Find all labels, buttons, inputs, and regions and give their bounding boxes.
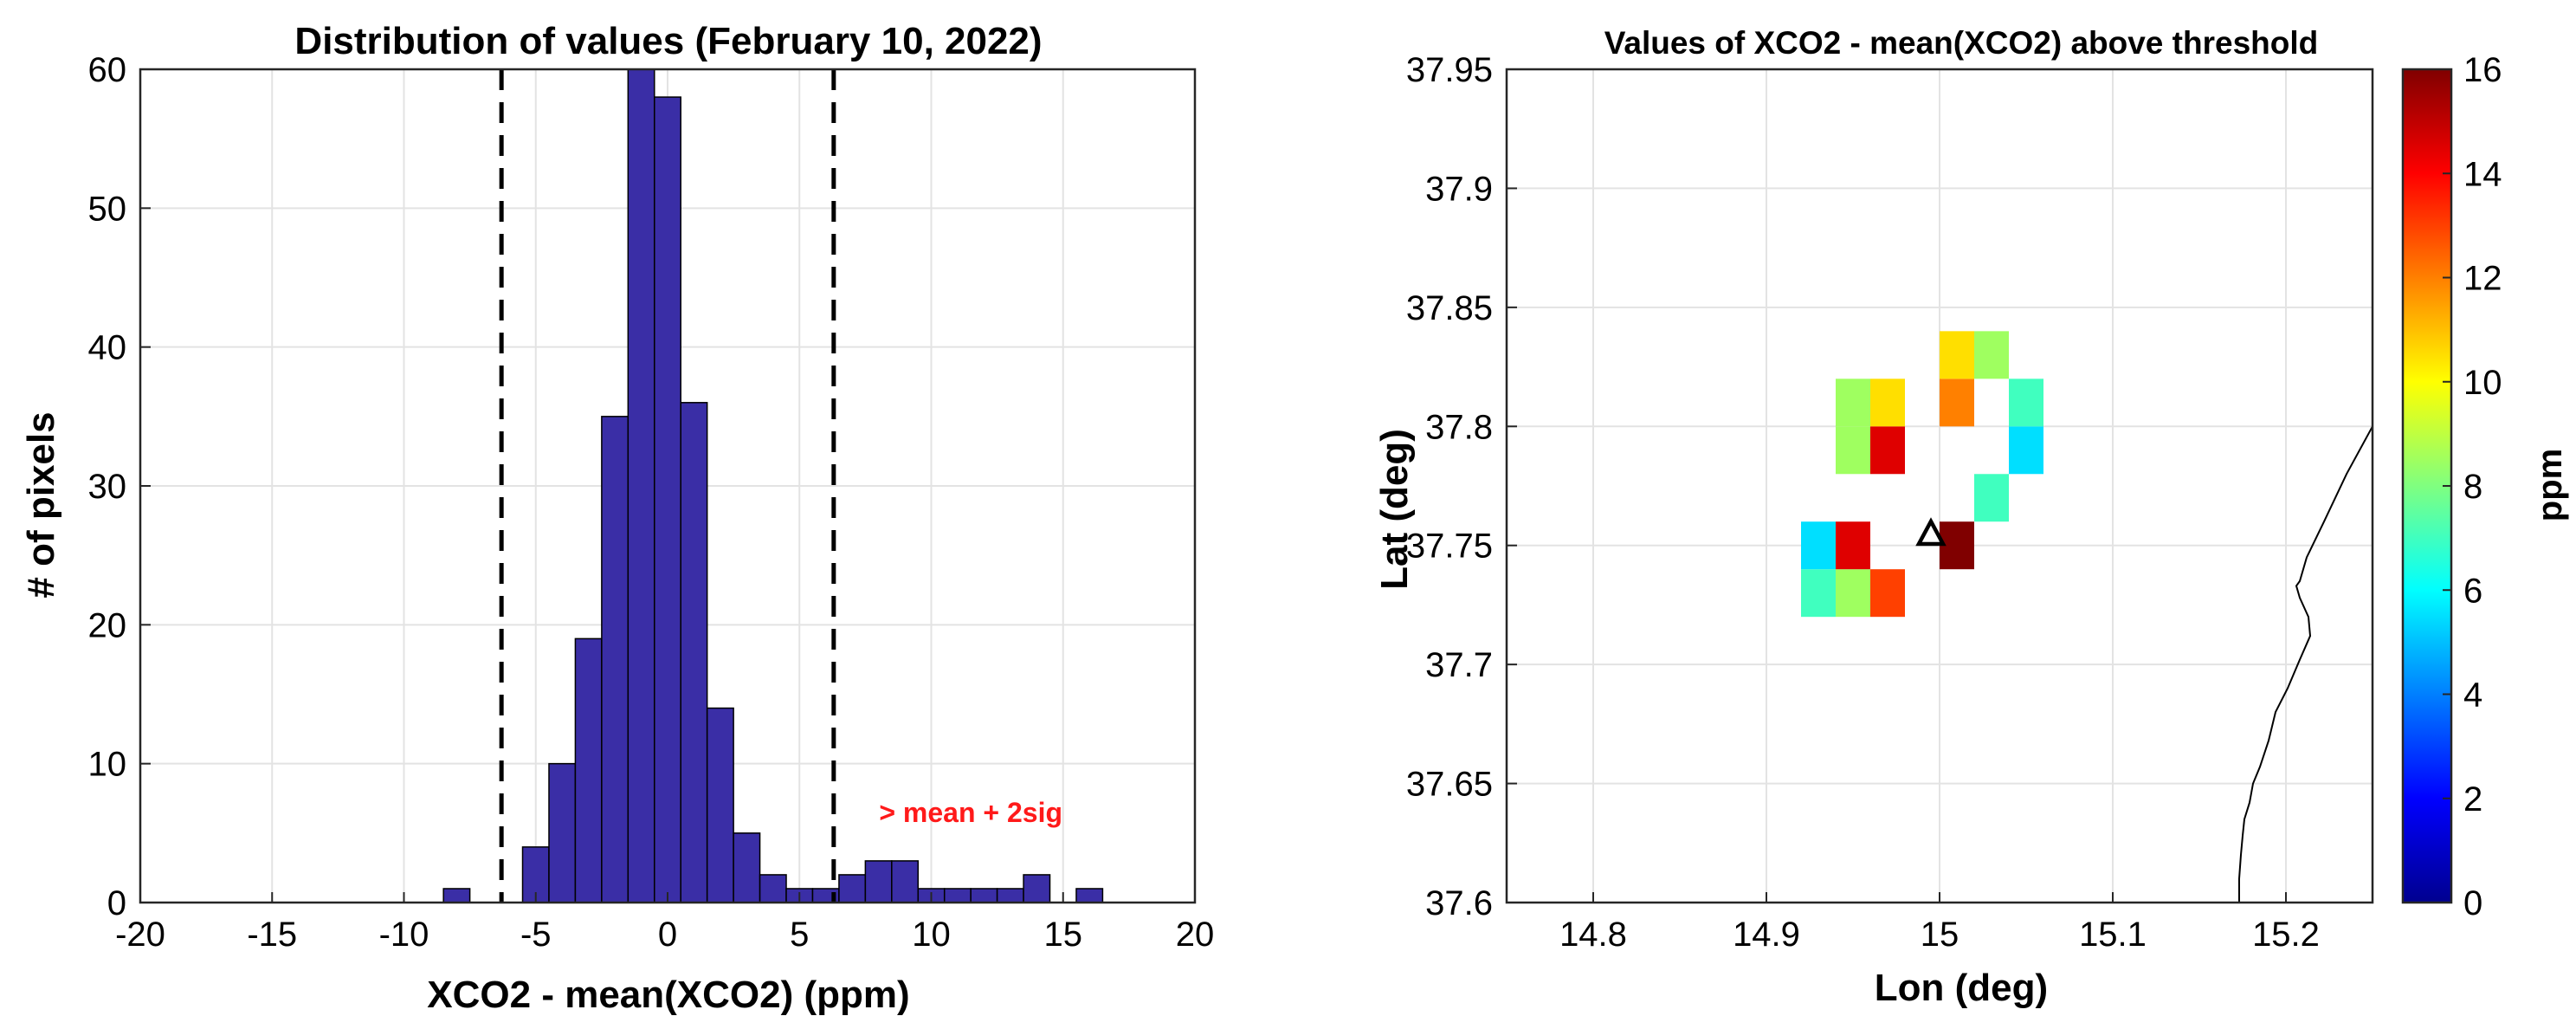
- x-tick-label: 10: [912, 916, 951, 954]
- colorbar-label: ppm: [2531, 449, 2569, 521]
- histogram-bar: [1023, 874, 1051, 903]
- colorbar-tick-label: 10: [2463, 364, 2502, 402]
- histogram-bar: [943, 888, 972, 903]
- map-cell: [1836, 379, 1870, 427]
- histogram-bar: [442, 888, 471, 903]
- map-y-axis-label: Lat (deg): [1373, 429, 1416, 590]
- colorbar-tick-label: 8: [2463, 468, 2482, 506]
- x-tick-label: 20: [1176, 916, 1215, 954]
- histogram-bar: [706, 707, 734, 903]
- histogram-title: Distribution of values (February 10, 202…: [294, 20, 1042, 62]
- lon-tick-label: 15.1: [2079, 916, 2147, 954]
- map-cell: [1870, 569, 1905, 618]
- colorbar-tick-label: 4: [2463, 676, 2482, 715]
- histogram-bar: [838, 874, 867, 903]
- histogram-bar: [680, 402, 708, 903]
- histogram-bar: [601, 416, 629, 903]
- map-x-axis-label: Lon (deg): [1875, 967, 2048, 1009]
- lat-tick-label: 37.95: [1406, 51, 1493, 89]
- y-tick-label: 30: [88, 468, 127, 506]
- colorbar-tick-label: 12: [2463, 260, 2502, 298]
- map-cell: [2009, 379, 2043, 427]
- colorbar-tick-label: 6: [2463, 572, 2482, 610]
- x-tick-label: 15: [1044, 916, 1083, 954]
- map-cells: [1801, 331, 2043, 618]
- lat-tick-label: 37.8: [1425, 408, 1493, 446]
- map-cell: [2009, 426, 2043, 475]
- map-cell: [1836, 521, 1870, 570]
- lon-tick-label: 14.9: [1733, 916, 1800, 954]
- lon-tick-label: 15.2: [2252, 916, 2320, 954]
- x-tick-label: -20: [115, 916, 165, 954]
- map-cell: [1974, 331, 2009, 379]
- y-tick-label: 60: [88, 51, 127, 89]
- y-tick-label: 20: [88, 606, 127, 644]
- colorbar-tick-label: 14: [2463, 155, 2502, 193]
- lon-tick-label: 15: [1921, 916, 1959, 954]
- lat-tick-label: 37.7: [1425, 646, 1493, 684]
- histogram-bar: [864, 860, 893, 903]
- lat-tick-label: 37.6: [1425, 884, 1493, 922]
- histogram-bar: [548, 762, 577, 903]
- map-cell: [1836, 569, 1870, 618]
- map-cell: [1940, 331, 1974, 379]
- threshold-lines: [499, 69, 836, 903]
- colorbar-ticks: 0 2 4 6 8 10 12 14 16: [2443, 51, 2502, 922]
- colorbar-tick-label: 0: [2463, 884, 2482, 922]
- histogram-bar: [996, 888, 1024, 903]
- lat-tick-label: 37.85: [1406, 289, 1493, 327]
- y-tick-label: 0: [107, 884, 126, 922]
- y-tick-label: 40: [88, 329, 127, 367]
- colorbar-tick-label: 16: [2463, 51, 2502, 89]
- histogram-y-axis-label: # of pixels: [20, 411, 62, 598]
- histogram-bar: [627, 68, 655, 903]
- lat-tick-label: 37.65: [1406, 766, 1493, 804]
- map-cell: [1940, 379, 1974, 427]
- map-cell: [1836, 426, 1870, 475]
- x-tick-label: 0: [658, 916, 677, 954]
- x-tick-label: -5: [520, 916, 552, 954]
- x-tick-label: -15: [247, 916, 297, 954]
- x-tick-label: 5: [790, 916, 809, 954]
- coastline: [2238, 425, 2373, 903]
- y-tick-label: 10: [88, 746, 127, 784]
- y-tick-label: 50: [88, 190, 127, 228]
- histogram-bars: [442, 68, 1104, 903]
- histogram-bar: [970, 888, 998, 903]
- histogram-bar: [733, 832, 761, 903]
- map-cell: [1870, 379, 1905, 427]
- map-cell: [1801, 569, 1836, 618]
- histogram-chart: -20 -15 -10 -5 0 5 10 15 20 0 10 20 30 40 50 60 Distrib…: [20, 20, 1214, 1016]
- map-cell: [1870, 426, 1905, 475]
- lat-tick-label: 37.9: [1425, 170, 1493, 208]
- histogram-x-axis-label: XCO2 - mean(XCO2) (ppm): [427, 974, 909, 1016]
- map-cell: [1801, 521, 1836, 570]
- histogram-bar: [759, 874, 787, 903]
- histogram-ticks: -20 -15 -10 -5 0 5 10 15 20 0 10 20 30 40 50 60: [88, 51, 1215, 954]
- lat-tick-label: 37.75: [1406, 527, 1493, 566]
- map-chart: 14.8 14.9 15 15.1 15.2 37.6 37.65 37.7 37.75 37.8…: [1373, 25, 2569, 1009]
- lon-tick-label: 14.8: [1559, 916, 1627, 954]
- histogram-bar: [574, 637, 603, 903]
- histogram-bar: [1075, 888, 1104, 903]
- x-tick-label: -10: [379, 916, 429, 954]
- source-marker-triangle: [1915, 517, 1947, 547]
- map-ticks: 14.8 14.9 15 15.1 15.2 37.6 37.65 37.7 37.75 37.8…: [1406, 51, 2320, 954]
- map-cell: [1974, 474, 2009, 522]
- histogram-bar: [891, 860, 920, 903]
- map-title: Values of XCO2 - mean(XCO2) above thresh…: [1604, 25, 2318, 61]
- colorbar-tick-label: 2: [2463, 780, 2482, 819]
- histogram-bar: [654, 96, 681, 903]
- threshold-annotation: > mean + 2sig: [879, 797, 1062, 828]
